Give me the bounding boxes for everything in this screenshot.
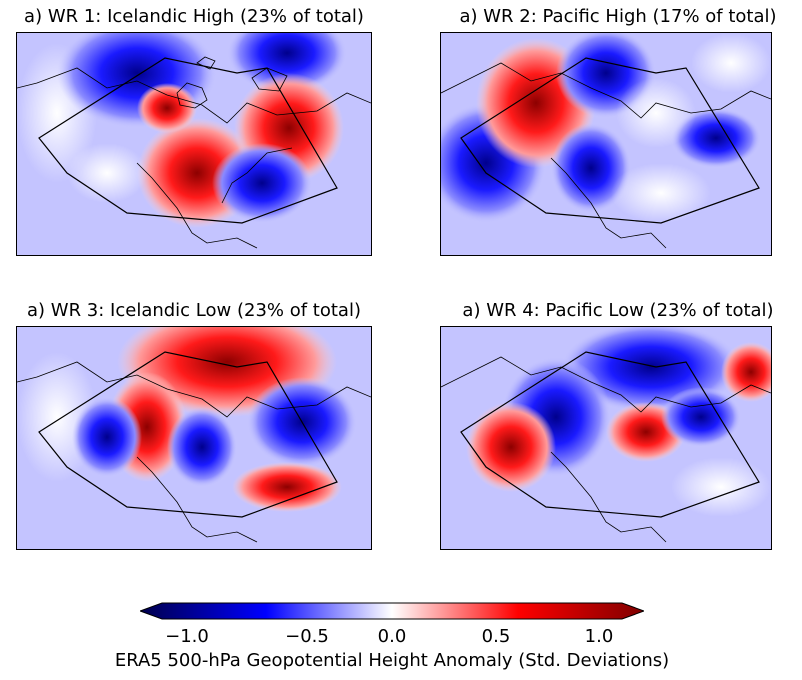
panel-4-map [440,326,772,550]
panel-4-title: a) WR 4: Pacific Low (23% of total) [462,300,774,321]
colorbar-tick: 0.0 [377,626,407,647]
panel-1-title: a) WR 1: Icelandic High (23% of total) [24,6,364,27]
panel-2-title: a) WR 2: Pacific High (17% of total) [459,6,777,27]
colorbar-tick: −0.5 [285,626,329,647]
colorbar-tick: 1.0 [584,626,614,647]
colorbar-tick: 0.5 [481,626,511,647]
colorbar [138,602,646,624]
colorbar-tick: −1.0 [165,626,209,647]
panel-2-map [440,32,772,256]
panel-1-map [16,32,372,256]
panel-3-map [16,326,372,550]
panel-3-title: a) WR 3: Icelandic Low (23% of total) [27,300,361,321]
colorbar-label: ERA5 500-hPa Geopotential Height Anomaly… [114,650,670,671]
